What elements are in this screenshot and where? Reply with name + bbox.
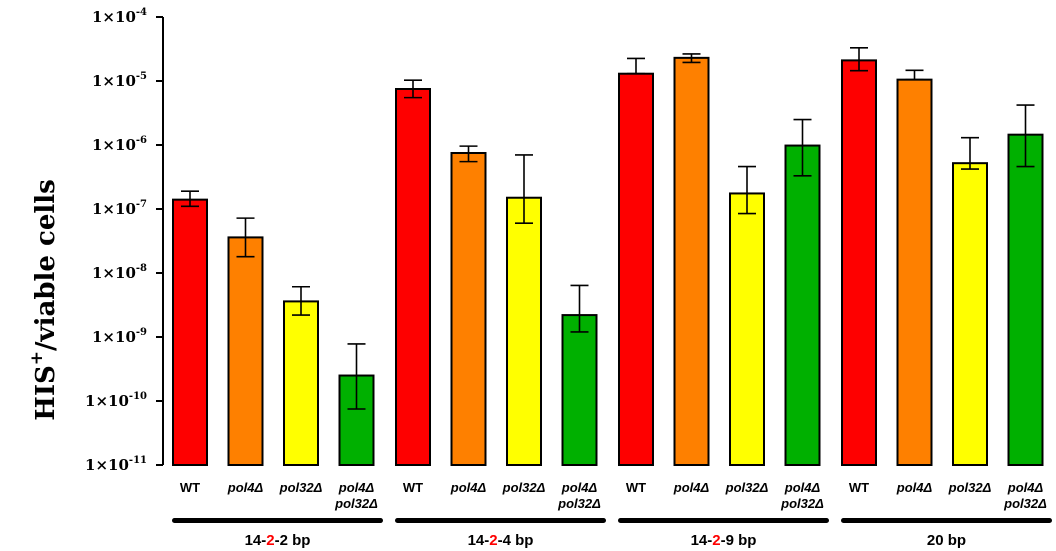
group-label-part: -2 bp <box>275 532 311 549</box>
y-tick-exponent: -4 <box>136 7 147 18</box>
group-label-part: 20 bp <box>927 532 966 549</box>
y-tick-exponent: -5 <box>136 71 147 82</box>
bar <box>784 144 821 467</box>
y-tick-label: 1×10-5 <box>92 71 147 90</box>
group-label-part: 14- <box>468 532 490 549</box>
y-tick-exponent: -11 <box>129 455 147 466</box>
group-label-part: -4 bp <box>498 532 534 549</box>
group-bracket <box>618 518 829 523</box>
group-label-part: 2 <box>489 532 497 549</box>
bar <box>561 314 598 467</box>
y-axis-label: HIS+/viable cells <box>27 179 61 421</box>
y-tick-label: 1×10-7 <box>92 199 147 218</box>
category-label: WT <box>403 480 423 495</box>
bar <box>283 300 319 466</box>
category-label: pol4Δ <box>896 480 933 495</box>
y-tick-base: 1×10 <box>92 72 136 90</box>
category-label: WT <box>180 480 200 495</box>
bar <box>227 236 264 466</box>
y-tick-label: 1×10-9 <box>92 327 147 346</box>
category-label: pol4Δ <box>338 480 375 495</box>
category-label: pol4Δ <box>673 480 710 495</box>
y-tick-label: 1×10-11 <box>85 455 147 474</box>
category-label: WT <box>849 480 869 495</box>
category-label: pol32Δ <box>279 480 323 495</box>
y-tick-label: 1×10-4 <box>92 7 147 26</box>
y-tick-base: 1×10 <box>85 456 129 474</box>
y-tick-exponent: -9 <box>136 327 147 338</box>
category-label: pol4Δ <box>1007 480 1044 495</box>
bar <box>395 87 431 466</box>
category-label: pol32Δ <box>780 496 824 511</box>
group-label: 14-2-9 bp <box>691 532 757 549</box>
y-tick-base: 1×10 <box>92 136 136 154</box>
bar <box>450 151 487 466</box>
y-axis-label-sup: + <box>27 351 47 365</box>
group-bracket <box>172 518 383 523</box>
group-label-part: 14- <box>691 532 713 549</box>
y-tick-label: 1×10-6 <box>92 135 147 154</box>
category-label: pol32Δ <box>1003 496 1047 511</box>
error-bars <box>181 47 1035 410</box>
bar <box>673 56 710 466</box>
bar <box>952 162 988 466</box>
category-label: pol4Δ <box>450 480 487 495</box>
category-label: pol4Δ <box>784 480 821 495</box>
y-tick-base: 1×10 <box>92 328 136 346</box>
y-tick-labels: 1×10-41×10-51×10-61×10-71×10-81×10-91×10… <box>85 7 147 474</box>
group-bracket <box>841 518 1052 523</box>
y-tick-exponent: -8 <box>136 263 147 274</box>
category-label: pol32Δ <box>557 496 601 511</box>
group-label-part: 2 <box>266 532 274 549</box>
bar <box>172 198 208 467</box>
bar <box>896 78 933 466</box>
y-tick-base: 1×10 <box>92 200 136 218</box>
bar <box>729 192 765 467</box>
y-axis-label-rest: /viable cells <box>31 179 61 351</box>
group-labels: 14-2-2 bp 14-2-4 bp 14-2-9 bp 20 bp <box>172 518 1052 549</box>
bar <box>506 196 542 466</box>
y-tick-base: 1×10 <box>85 392 129 410</box>
group-label-part: 2 <box>712 532 720 549</box>
y-tick-base: 1×10 <box>92 8 136 26</box>
y-tick-base: 1×10 <box>92 264 136 282</box>
category-label: pol32Δ <box>502 480 546 495</box>
group-label-part: 14- <box>245 532 267 549</box>
bar <box>618 72 654 467</box>
bars <box>172 56 1044 467</box>
category-label: WT <box>626 480 646 495</box>
category-label: pol32Δ <box>948 480 992 495</box>
category-label: pol4Δ <box>561 480 598 495</box>
category-label: pol32Δ <box>334 496 378 511</box>
group-label-part: -9 bp <box>721 532 757 549</box>
y-tick-label: 1×10-10 <box>85 391 147 410</box>
group-label: 14-2-4 bp <box>468 532 534 549</box>
y-axis-label-main: HIS <box>31 365 61 421</box>
group-label: 14-2-2 bp <box>245 532 311 549</box>
category-label: pol32Δ <box>725 480 769 495</box>
y-tick-exponent: -10 <box>129 391 147 402</box>
group-label: 20 bp <box>927 532 966 549</box>
y-axis <box>156 16 164 466</box>
bar <box>841 59 877 467</box>
y-tick-label: 1×10-8 <box>92 263 147 282</box>
y-tick-exponent: -7 <box>136 199 147 210</box>
y-tick-exponent: -6 <box>136 135 147 146</box>
category-label: pol4Δ <box>227 480 264 495</box>
bar <box>1007 133 1044 466</box>
group-bracket <box>395 518 606 523</box>
